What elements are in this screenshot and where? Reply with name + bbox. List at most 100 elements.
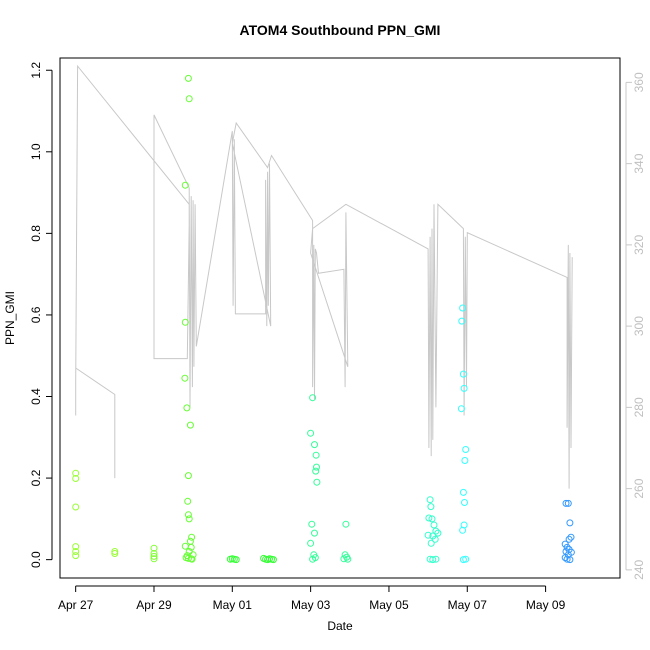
data-point [72,552,80,560]
data-point [425,514,433,522]
plot-area-frame [59,57,621,579]
y-tick-label: 0.4 [29,388,43,405]
x-tick-label: Apr 29 [136,598,172,612]
data-point [562,499,570,507]
chart-title: ATOM4 Southbound PPN_GMI [240,22,441,38]
data-point [428,515,436,523]
data-point [563,555,571,563]
y2-tick-label: 280 [632,397,646,417]
data-point [342,520,350,528]
data-point [185,95,193,103]
data-point [181,181,189,189]
data-point [459,304,467,312]
data-point [72,543,80,551]
data-point [427,503,435,511]
x-axis-label: Date [327,619,353,633]
y-tick-label: 0.6 [29,306,43,323]
y-tick-label: 1.2 [29,62,43,79]
data-point [184,511,192,519]
data-point [313,478,321,486]
data-point [461,499,468,506]
y2-tick-label: 260 [632,478,646,498]
data-point [309,555,317,563]
data-point [429,556,437,564]
data-point [563,543,571,551]
y2-tick-label: 320 [632,235,646,255]
data-point [188,555,196,563]
series-lines [75,64,573,489]
data-point [566,519,574,527]
data-point [72,469,80,477]
data-point [311,529,318,537]
data-point [427,539,435,547]
data-point [344,555,352,563]
data-point [462,446,470,453]
data-point [460,384,468,392]
data-point [564,499,572,507]
data-point [181,374,189,382]
data-point [111,548,119,555]
y2-tick-label: 340 [632,153,646,173]
y2-tick-label: 360 [632,72,646,92]
data-point [459,488,467,496]
data-point [457,405,465,413]
x-tick-label: May 03 [291,598,331,612]
data-point [313,463,320,471]
y-axis-label: PPN_GMI [3,291,17,345]
data-point [432,527,440,535]
data-point [561,554,569,562]
x-axis: Apr 27 Apr 29 May 01 May 03 May 05 May 07 May … [58,585,566,612]
data-point [312,451,320,459]
data-point [459,370,467,378]
data-point [430,521,438,529]
data-point [72,503,80,511]
data-point [566,556,574,564]
series-points [72,74,575,564]
data-point [459,526,467,534]
data-point [186,421,194,429]
y2-axis: 240 260 280 300 320 340 360 [625,72,646,580]
data-point [183,404,191,412]
data-point [458,317,466,325]
data-point [150,544,158,552]
data-point [312,467,320,475]
series-line-1 [75,64,573,489]
x-tick-label: May 07 [448,598,488,612]
x-tick-label: May 01 [213,598,253,612]
data-point [185,515,193,523]
data-point [72,475,80,482]
data-point [72,548,80,555]
y-tick-label: 0.8 [29,225,43,242]
data-point [189,551,197,559]
data-point [311,441,318,449]
y-tick-label: 1.0 [29,143,43,160]
data-point [308,520,316,528]
data-point [184,554,192,562]
data-point [340,555,348,563]
data-point [186,537,194,545]
data-point [462,555,470,563]
data-point [181,542,189,550]
data-point [567,533,575,541]
y2-tick-label: 240 [632,560,646,580]
data-point [307,429,315,437]
data-point [184,472,192,480]
data-point [187,543,195,551]
data-point [461,457,469,464]
data-point [111,550,119,557]
y-tick-label: 0.2 [29,469,43,486]
data-point [432,555,440,563]
data-point [309,394,317,402]
data-point [424,531,432,539]
y-axis: 0.0 0.2 0.4 0.6 0.8 1.0 1.2 [29,62,53,568]
y2-tick-label: 300 [632,316,646,336]
data-point [226,555,234,563]
data-point [565,535,573,543]
data-point [184,497,192,505]
y-tick-label: 0.0 [29,551,43,568]
data-point [269,556,277,564]
data-point [431,535,439,543]
data-point [184,74,192,82]
data-point [150,552,158,560]
